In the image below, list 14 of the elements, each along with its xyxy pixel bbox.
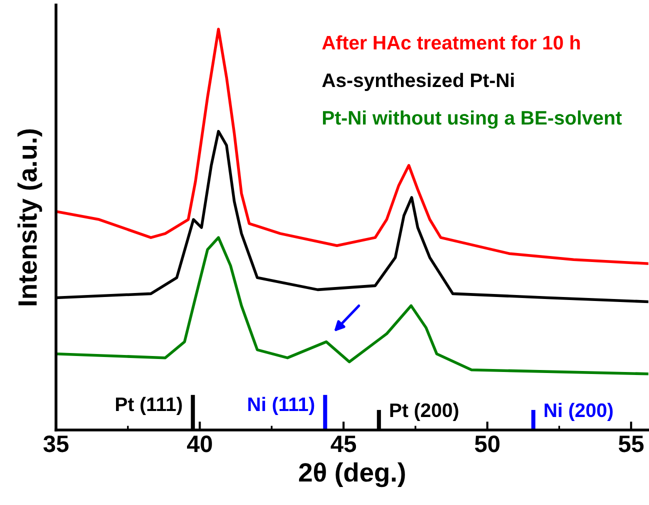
annotation: Pt (111) [116,396,182,416]
annotation: Ni (111) [248,396,314,416]
x-tick-label: 40 [187,435,212,452]
x-tick-label: 55 [618,436,644,452]
text: Pt-Ni without using a BE-solvent [322,110,622,129]
text: As-synthesized Pt-Ni [322,72,514,91]
x-axis-title: 2θ (deg.) [299,462,405,488]
x-tick-label: 50 [474,435,500,452]
y-axis-title: Intensity (a.u.) [18,129,42,306]
x-tick-label: 35 [43,435,68,452]
text: After HAc treatment for 10 h [322,35,580,50]
annotation: Pt (200) [390,402,458,422]
x-tick-label: 45 [330,436,356,452]
annotation: Ni (200) [544,402,613,422]
